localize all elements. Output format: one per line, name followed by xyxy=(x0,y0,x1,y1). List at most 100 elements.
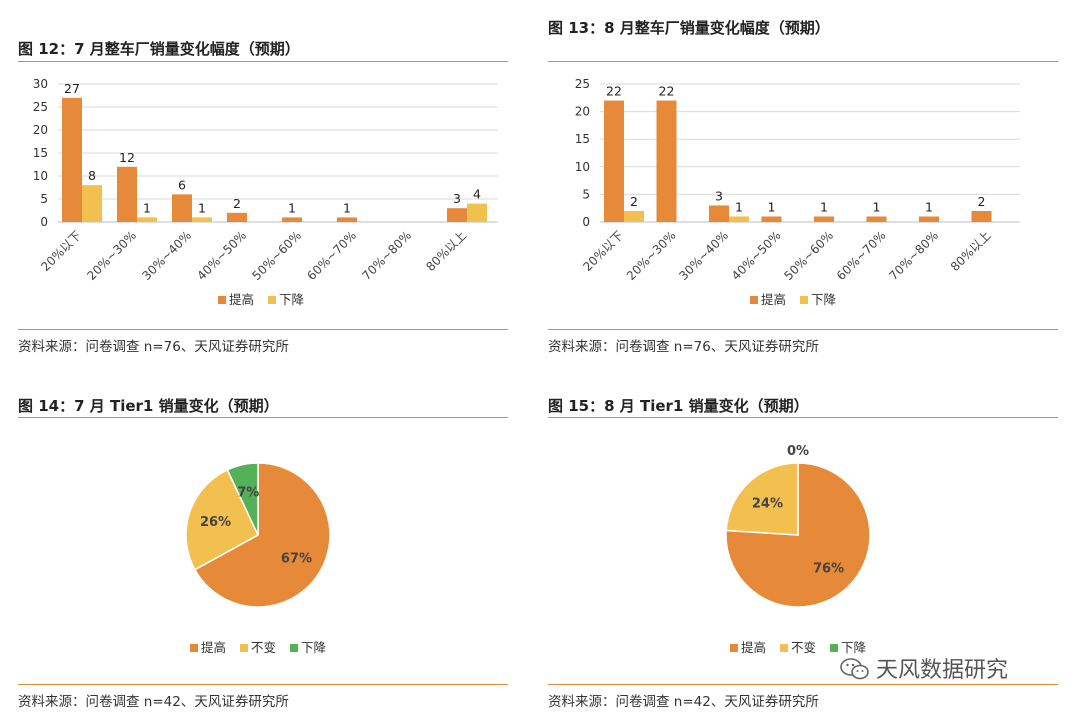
y-tick-label: 5 xyxy=(40,192,48,206)
pie-slice xyxy=(185,468,259,571)
watermark-text: 天风数据研究 xyxy=(876,658,1009,683)
x-tick-label: 50%~60% xyxy=(781,228,836,283)
y-tick-label: 5 xyxy=(582,187,590,201)
legend-label: 下降 xyxy=(811,292,837,307)
bar-up xyxy=(814,216,834,222)
figure-source: 资料来源：问卷调查 n=42、天风证券研究所 xyxy=(18,694,289,710)
data-label: 4 xyxy=(473,187,481,202)
data-label: 2 xyxy=(233,196,241,211)
figure-source: 资料来源：问卷调查 n=42、天风证券研究所 xyxy=(548,694,819,710)
data-label: 22 xyxy=(606,84,622,99)
y-tick-label: 25 xyxy=(575,77,590,91)
bar-down xyxy=(729,216,749,222)
legend-label: 下降 xyxy=(279,292,305,307)
y-tick-label: 25 xyxy=(33,100,48,114)
y-tick-label: 30 xyxy=(33,77,48,91)
x-tick-label: 20%~30% xyxy=(84,228,139,283)
legend-label: 提高 xyxy=(761,292,786,307)
legend-swatch xyxy=(830,644,838,652)
y-tick-label: 10 xyxy=(575,160,590,174)
data-label: 6 xyxy=(178,177,186,192)
legend-label: 提高 xyxy=(229,292,254,307)
bar-up xyxy=(919,216,939,222)
legend-swatch xyxy=(240,644,248,652)
y-tick-label: 10 xyxy=(33,169,48,183)
slice-label: 0% xyxy=(787,444,809,459)
y-tick-label: 0 xyxy=(582,215,590,229)
figure-source: 资料来源：问卷调查 n=76、天风证券研究所 xyxy=(18,339,289,355)
x-tick-label: 40%~50% xyxy=(194,228,249,283)
bar-down xyxy=(192,217,212,222)
x-tick-label: 20%以下 xyxy=(38,228,84,274)
data-label: 1 xyxy=(820,199,828,214)
figure-title: 图 13：8 月整车厂销量变化幅度（预期） xyxy=(548,19,830,37)
data-label: 1 xyxy=(198,200,206,215)
data-label: 1 xyxy=(343,200,351,215)
data-label: 1 xyxy=(143,200,151,215)
bar-up xyxy=(62,97,82,222)
figure-12: 图 12：7 月整车厂销量变化幅度（预期） 0 5 10 15 20 25 30 27 8 20%… xyxy=(18,0,508,360)
y-tick-label: 20 xyxy=(33,123,48,137)
legend-label: 提高 xyxy=(201,640,226,655)
legend-label: 提高 xyxy=(741,640,766,655)
pie-slice xyxy=(226,462,259,536)
data-label: 22 xyxy=(659,84,675,99)
source-rule xyxy=(548,684,1058,685)
watermark: 天风数据研究 xyxy=(840,652,1008,684)
legend-swatch xyxy=(750,296,758,304)
x-tick-label: 50%~60% xyxy=(249,228,304,283)
bar-up xyxy=(656,100,677,222)
figure-title: 图 12：7 月整车厂销量变化幅度（预期） xyxy=(18,40,300,58)
data-label: 12 xyxy=(119,150,135,165)
source-rule xyxy=(548,329,1058,330)
legend-swatch xyxy=(800,296,808,304)
figure-15: 图 15：8 月 Tier1 销量变化（预期） 76% 24% 0% 提高 不变 下降 资… xyxy=(548,360,1058,714)
legend-swatch xyxy=(268,296,276,304)
bar-up xyxy=(866,216,887,222)
x-tick-label: 20%以下 xyxy=(580,228,626,274)
data-label: 27 xyxy=(64,81,80,96)
data-label: 1 xyxy=(768,199,776,214)
title-rule xyxy=(548,417,1058,418)
wechat-icon xyxy=(840,658,869,680)
pie-slice xyxy=(193,462,331,608)
slice-label: 26% xyxy=(200,515,231,530)
bar-down xyxy=(137,217,157,222)
y-tick-label: 15 xyxy=(575,132,590,146)
data-label: 1 xyxy=(925,199,933,214)
data-label: 1 xyxy=(873,199,881,214)
bar-up xyxy=(117,166,137,222)
data-label: 3 xyxy=(453,191,461,206)
bar-up xyxy=(172,194,192,222)
slice-label: 24% xyxy=(752,496,783,511)
data-label: 1 xyxy=(288,200,296,215)
slice-label: 7% xyxy=(237,485,259,500)
x-tick-label: 20%~30% xyxy=(624,228,679,283)
y-tick-label: 15 xyxy=(33,146,48,160)
figure-title: 图 15：8 月 Tier1 销量变化（预期） xyxy=(548,397,809,415)
figure-source: 资料来源：问卷调查 n=76、天风证券研究所 xyxy=(548,339,819,355)
bar-down xyxy=(467,203,487,222)
source-rule xyxy=(18,329,508,330)
pie-chart-july-tier1: 67% 26% 7% 提高 不变 下降 xyxy=(185,462,331,655)
x-tick-label: 40%~50% xyxy=(729,228,784,283)
x-tick-label: 70%~80% xyxy=(886,228,941,283)
figure-title: 图 14：7 月 Tier1 销量变化（预期） xyxy=(18,397,279,415)
title-rule xyxy=(18,417,508,418)
bar-up xyxy=(971,210,992,222)
x-tick-label: 30%~40% xyxy=(676,228,731,283)
legend-swatch xyxy=(218,296,226,304)
x-tick-label: 80%以上 xyxy=(423,228,469,274)
figure-14: 图 14：7 月 Tier1 销量变化（预期） 67% 26% 7% 提高 不变 下降 资… xyxy=(18,360,508,714)
bar-up xyxy=(604,100,624,222)
slice-label: 76% xyxy=(813,562,844,577)
title-rule xyxy=(18,61,508,62)
title-rule xyxy=(548,61,1058,62)
data-label: 8 xyxy=(88,168,96,183)
x-tick-label: 80%以上 xyxy=(948,228,994,274)
slice-label: 67% xyxy=(281,552,312,567)
bar-up xyxy=(709,205,729,222)
legend-swatch xyxy=(190,644,198,652)
